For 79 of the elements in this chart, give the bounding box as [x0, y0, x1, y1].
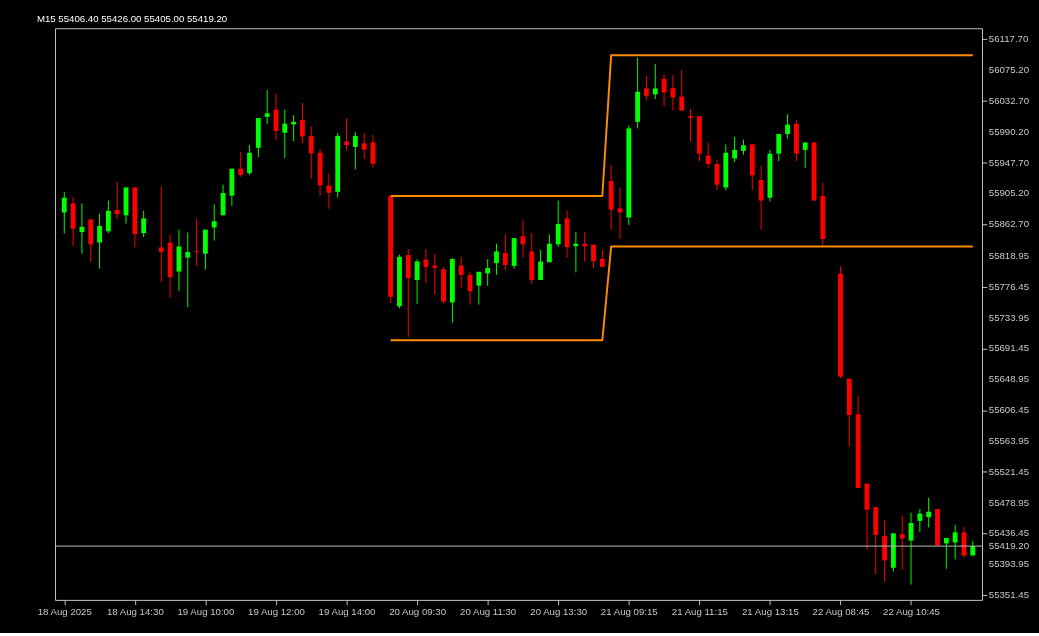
candlestick	[485, 258, 491, 287]
candlestick	[282, 109, 288, 159]
x-tick-label: 21 Aug 11:15	[671, 605, 728, 617]
y-tick-label: 55990.20	[988, 125, 1030, 137]
x-tick-label: 22 Aug 08:45	[812, 605, 870, 617]
candlestick	[644, 75, 649, 101]
candlestick	[264, 89, 270, 125]
candlestick	[352, 131, 358, 170]
candlestick	[114, 181, 120, 220]
candlestick	[476, 271, 482, 306]
y-tick-label: 55606.45	[988, 404, 1030, 416]
candlestick	[943, 537, 949, 570]
x-tick-label: 22 Aug 10:45	[883, 605, 940, 617]
candlestick	[405, 248, 411, 338]
candlestick	[732, 136, 738, 163]
y-tick-label: 55436.45	[988, 527, 1030, 539]
chart-title: M15 55406.40 55426.00 55405.00 55419.20	[36, 13, 228, 25]
y-tick-label: 55521.45	[988, 465, 1030, 477]
candlestick	[97, 213, 102, 270]
y-tick-label: 55351.45	[988, 589, 1030, 601]
candlestick	[158, 185, 164, 283]
candlestick	[458, 256, 464, 288]
candlestick	[952, 524, 958, 560]
candlestick	[61, 191, 67, 234]
candlestick	[105, 200, 111, 234]
candlestick	[917, 508, 923, 533]
y-tick-label: 55947.70	[988, 156, 1030, 168]
y-tick-label: 55648.95	[988, 373, 1030, 385]
y-tick-label: 55818.95	[988, 249, 1030, 261]
x-tick-label: 20 Aug 09:30	[389, 605, 446, 617]
candlestick	[776, 133, 782, 162]
y-tick-label: 56117.70	[988, 33, 1029, 45]
candlestick	[502, 233, 508, 271]
candlestick	[494, 243, 499, 276]
candlestick	[361, 132, 367, 160]
candlestick	[652, 63, 658, 100]
y-tick-label: 55563.95	[988, 434, 1030, 446]
x-tick-label: 19 Aug 10:00	[177, 605, 235, 617]
x-tick-label: 20 Aug 11:30	[460, 605, 517, 617]
candlestick	[538, 249, 543, 281]
candlestick	[185, 231, 191, 308]
candlestick	[785, 113, 790, 140]
y-tick-label: 55776.45	[988, 280, 1030, 292]
candlestick	[899, 515, 905, 571]
x-tick-label: 18 Aug 14:30	[106, 605, 164, 617]
x-tick-label: 20 Aug 13:30	[530, 605, 588, 617]
candlestick	[211, 203, 217, 242]
candlestick	[414, 258, 420, 305]
y-tick-label: 56075.20	[988, 64, 1030, 76]
candlestick	[679, 69, 685, 112]
y-tick-label: 56032.70	[988, 94, 1030, 106]
y-tick-label: 55691.45	[988, 342, 1030, 354]
candlestick	[326, 172, 332, 210]
candlestick	[141, 210, 147, 238]
y-tick-label: 55905.20	[988, 187, 1030, 199]
x-tick-label: 21 Aug 13:15	[741, 605, 799, 617]
candlestick	[308, 126, 314, 180]
candlestick	[247, 144, 252, 176]
candlestick	[194, 218, 199, 267]
candlestick	[802, 141, 808, 169]
candlestick	[432, 253, 438, 296]
candlestick	[546, 233, 552, 263]
x-tick-label: 19 Aug 12:00	[248, 605, 305, 617]
candlestick	[705, 141, 711, 169]
candlestick	[300, 102, 305, 144]
x-tick-label: 21 Aug 09:15	[600, 605, 658, 617]
y-tick-label: 55862.70	[988, 218, 1030, 230]
candlestick	[555, 200, 561, 248]
x-tick-label: 18 Aug 2025	[37, 605, 92, 617]
y-tick-label: 55733.95	[988, 311, 1030, 323]
x-tick-label: 19 Aug 14:00	[318, 605, 376, 617]
ref-line-label: 55419.20	[988, 539, 1030, 551]
candlestick	[926, 497, 932, 528]
y-tick-label: 55478.95	[988, 496, 1030, 508]
candlestick	[758, 165, 764, 231]
y-tick-label: 55393.95	[988, 558, 1030, 570]
candlestick	[688, 108, 693, 142]
candlestick	[670, 74, 676, 112]
candlestick	[238, 151, 244, 178]
